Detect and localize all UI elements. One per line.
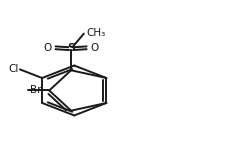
Text: O: O [90,43,99,53]
Text: Cl: Cl [8,64,19,74]
Text: O: O [43,43,51,53]
Text: S: S [67,44,75,54]
Text: CH₃: CH₃ [86,28,105,38]
Text: Br: Br [29,85,41,95]
